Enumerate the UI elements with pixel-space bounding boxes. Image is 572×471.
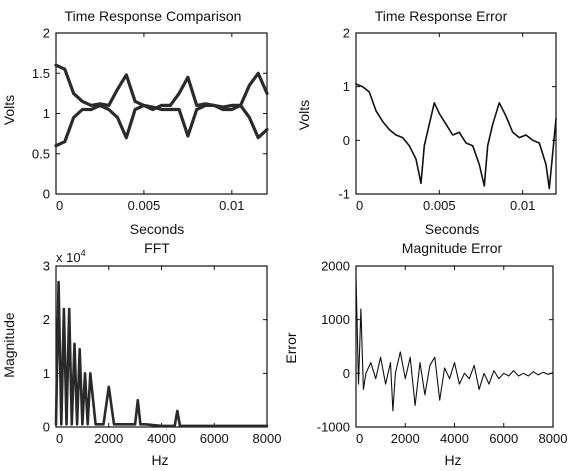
tick-group: 0 0.005 0.01 -1 0 1 2 (338, 26, 556, 213)
y-tick-label: 2 (43, 312, 50, 327)
panel-time-response-error: Time Response Error Volts Seconds 0 0.005… (296, 8, 557, 237)
x-tick-label: 6000 (489, 431, 518, 446)
x-tick-label: 8000 (253, 431, 282, 446)
series-group (355, 276, 554, 412)
chart-title: Time Response Comparison (65, 8, 242, 24)
series-line-1 (54, 280, 269, 428)
y-axis-label: Error (283, 332, 299, 363)
tick-group: 0 2000 4000 6000 8000 -1000 0 1000 2000 (317, 259, 568, 447)
chart-title: Magnitude Error (402, 240, 503, 256)
x-tick-label: 4000 (440, 431, 469, 446)
plot-frame (355, 265, 554, 428)
x-tick-label: 0.005 (128, 198, 161, 213)
x-tick-label: 8000 (539, 431, 568, 446)
chart-title: FFT (144, 240, 170, 256)
axis-multiplier: x 104 (56, 248, 86, 265)
x-tick-label: 6000 (200, 431, 229, 446)
series-group (355, 83, 557, 190)
x-tick-label: 0 (56, 431, 63, 446)
y-tick-label: 0 (343, 366, 350, 381)
y-tick-label: 2 (43, 26, 50, 41)
chart-title: Time Response Error (375, 8, 508, 24)
y-axis-label: Volts (1, 95, 17, 125)
panel-magnitude-error: Magnitude Error Error Hz 0 2000 4000 6000 80… (283, 240, 567, 468)
y-tick-label: 0 (343, 133, 350, 148)
x-tick-label: 0 (356, 198, 363, 213)
y-tick-label: 1 (43, 106, 50, 121)
series-line-1 (54, 63, 269, 112)
series-line-2 (54, 103, 269, 148)
y-tick-label: 0 (43, 420, 50, 435)
y-tick-label: 1.5 (32, 66, 50, 81)
x-axis-label: Seconds (130, 221, 184, 237)
plot-frame (55, 32, 268, 195)
series-line-1 (355, 276, 554, 412)
x-axis-label: Hz (444, 452, 461, 468)
x-axis-label: Seconds (425, 221, 479, 237)
panel-time-response-comparison: Time Response Comparison Volts Seconds 0… (1, 8, 269, 237)
x-tick-label: 0 (356, 431, 363, 446)
tick-group: 0 0.005 0.01 0 0.5 1 1.5 2 (32, 26, 267, 213)
y-tick-label: 0 (43, 187, 50, 202)
y-tick-label: 1 (343, 79, 350, 94)
y-tick-label: 2000 (321, 259, 350, 274)
y-tick-label: 0.5 (32, 146, 50, 161)
series-group (54, 63, 269, 148)
axis-multiplier-exponent: 4 (81, 248, 86, 258)
axis-multiplier-base: x 10 (56, 250, 81, 265)
x-tick-label: 2000 (391, 431, 420, 446)
y-tick-label: 3 (43, 259, 50, 274)
y-axis-label: Magnitude (1, 312, 17, 378)
x-tick-label: 2000 (94, 431, 123, 446)
y-tick-label: 1 (43, 366, 50, 381)
y-tick-label: -1 (338, 187, 350, 202)
y-tick-label: 2 (343, 26, 350, 41)
x-tick-label: 0 (56, 198, 63, 213)
y-tick-label: -1000 (317, 420, 350, 435)
y-tick-label: 1000 (321, 312, 350, 327)
x-tick-label: 0.01 (510, 198, 535, 213)
x-tick-label: 4000 (147, 431, 176, 446)
series-line-1 (355, 83, 557, 190)
y-axis-label: Volts (296, 100, 312, 130)
panel-fft: FFT x 104 Magnitude Hz 0 2000 4000 6000 8000… (1, 240, 281, 468)
x-axis-label: Hz (151, 452, 168, 468)
x-tick-label: 0.005 (423, 198, 456, 213)
plot-frame (355, 32, 557, 195)
x-tick-label: 0.01 (219, 198, 244, 213)
tick-group: 0 2000 4000 6000 8000 0 1 2 3 (43, 259, 282, 447)
series-group (54, 280, 269, 428)
